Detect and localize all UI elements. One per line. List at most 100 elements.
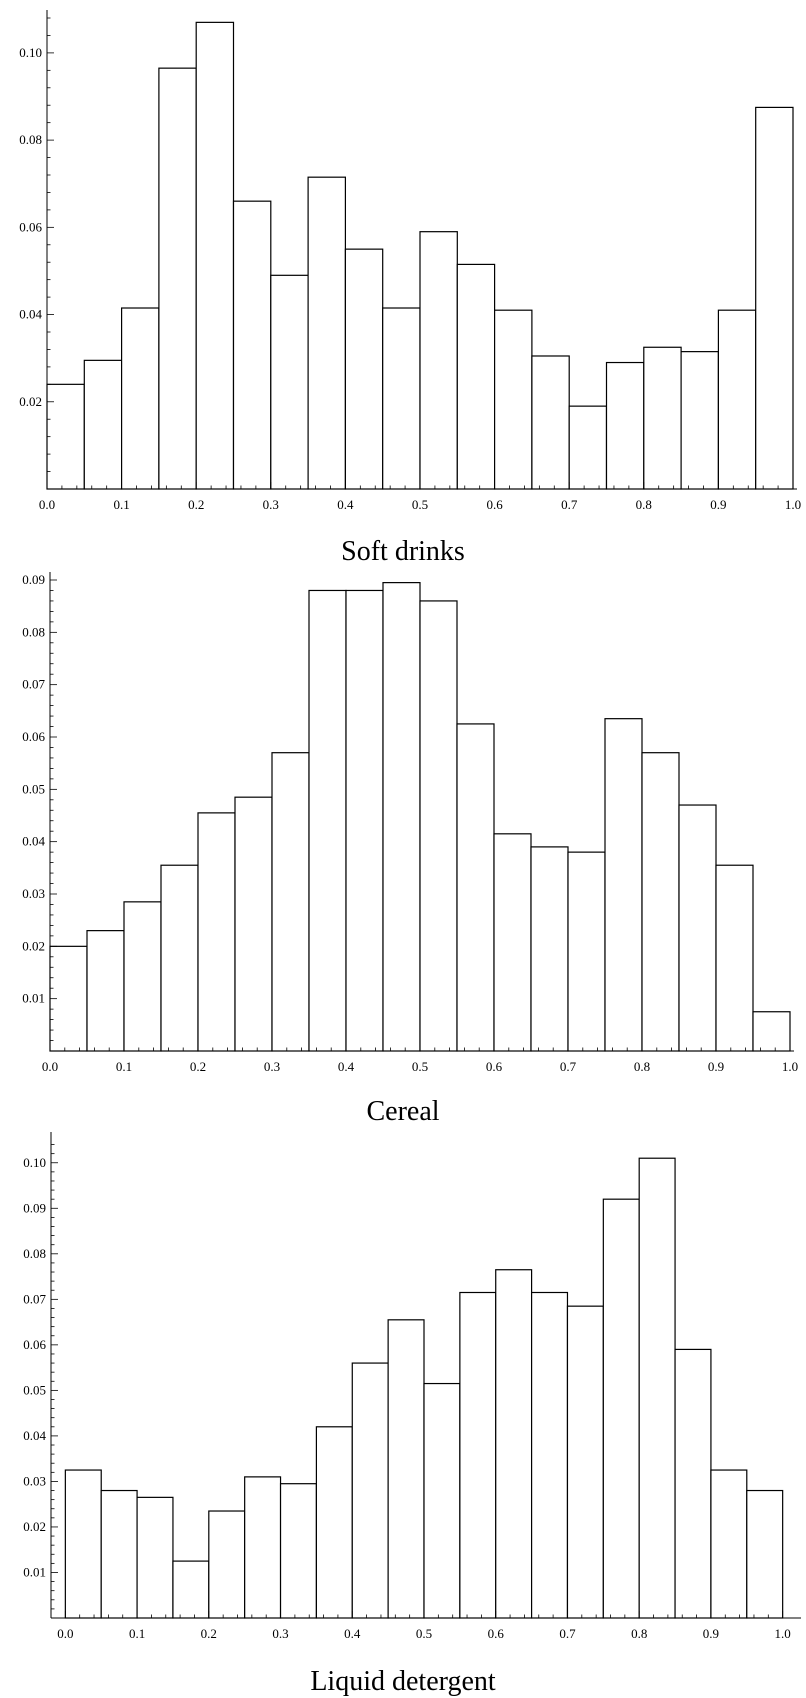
x-tick-label: 0.1	[113, 497, 129, 512]
histogram-bar	[638, 1157, 676, 1619]
y-tick-label: 0.07	[22, 677, 45, 692]
histogram-bar	[715, 864, 754, 1052]
histogram-bar	[641, 752, 680, 1052]
histogram-bar	[197, 812, 236, 1052]
x-tick-label: 0.9	[703, 1626, 719, 1641]
x-tick-label: 0.9	[708, 1059, 724, 1074]
y-tick-label: 0.04	[22, 834, 45, 849]
x-tick-label: 0.9	[710, 497, 726, 512]
histogram-bar	[307, 176, 347, 490]
chart-title: Cereal	[366, 1096, 439, 1127]
y-tick-label: 0.08	[22, 624, 45, 639]
x-tick-label: 0.6	[486, 497, 503, 512]
histogram-bar	[344, 248, 384, 490]
histogram-bar	[567, 851, 606, 1052]
y-tick-label: 0.06	[23, 1337, 46, 1352]
y-tick-label: 0.10	[19, 45, 42, 60]
histogram-bar	[234, 796, 273, 1052]
histogram-bar	[494, 309, 533, 490]
histogram-bar	[605, 361, 645, 490]
x-tick-label: 0.8	[636, 497, 652, 512]
histogram-bar	[493, 833, 532, 1052]
histogram-bar	[423, 1382, 461, 1619]
histogram-bar	[64, 1469, 102, 1619]
histogram-bar	[530, 1291, 569, 1619]
histogram-bar	[279, 1483, 318, 1619]
x-tick-label: 0.2	[188, 497, 204, 512]
histogram-bar	[315, 1426, 353, 1619]
x-tick-label: 0.0	[39, 497, 55, 512]
histogram-bar	[382, 307, 421, 490]
x-tick-label: 0.1	[116, 1059, 132, 1074]
x-tick-label: 0.3	[272, 1626, 288, 1641]
histogram-bar	[643, 346, 682, 490]
histogram-bar	[456, 723, 495, 1052]
histogram-bar	[308, 589, 347, 1052]
histogram-bar	[604, 718, 643, 1052]
histogram-bar	[351, 1362, 389, 1619]
histogram-bar	[100, 1489, 138, 1619]
histogram-bar	[680, 351, 719, 490]
histogram-bar	[270, 274, 309, 490]
y-tick-label: 0.01	[23, 1564, 46, 1579]
x-tick-label: 1.0	[785, 497, 801, 512]
y-tick-label: 0.08	[23, 1246, 46, 1261]
histogram-bar	[717, 309, 757, 490]
x-tick-label: 1.0	[775, 1626, 791, 1641]
histogram-bar	[160, 864, 199, 1052]
y-tick-label: 0.04	[19, 307, 42, 322]
y-tick-label: 0.09	[22, 572, 45, 587]
x-tick-label: 0.4	[344, 1626, 361, 1641]
x-tick-label: 0.7	[561, 497, 578, 512]
histogram-bar	[387, 1319, 425, 1619]
soft-drinks-chart: 0.0 0.1 0.2 0.3 0.4 0.5 0.6 0.7 0.8 0.9 1.0 0.02 0.0…	[19, 10, 801, 567]
chart-title: Soft drinks	[341, 536, 465, 567]
histogram-bar	[530, 846, 569, 1052]
y-tick-label: 0.05	[22, 781, 45, 796]
y-tick-label: 0.08	[19, 132, 42, 147]
histogram-bar	[120, 307, 160, 490]
x-tick-label: 0.8	[634, 1059, 650, 1074]
histogram-bar	[566, 1305, 604, 1619]
x-tick-label: 1.0	[782, 1059, 798, 1074]
histogram-bar	[232, 200, 272, 490]
histogram-bar	[710, 1469, 748, 1619]
histogram-bar	[674, 1348, 712, 1619]
histogram-bar	[495, 1269, 533, 1619]
x-tick-label: 0.2	[201, 1626, 217, 1641]
histogram-bar	[83, 359, 123, 490]
histogram-bar	[752, 1011, 791, 1052]
histogram-bar	[172, 1560, 210, 1619]
x-tick-label: 0.1	[129, 1626, 145, 1641]
y-tick-label: 0.06	[22, 729, 45, 744]
cereal-chart: 0.0 0.1 0.2 0.3 0.4 0.5 0.6 0.7 0.8 0.9 1.0 0.01 0.0…	[22, 572, 798, 1127]
y-tick-label: 0.02	[22, 938, 45, 953]
histogram-bar	[755, 106, 794, 490]
histogram-bar	[746, 1489, 784, 1619]
histogram-bar	[195, 21, 235, 490]
histogram-bar	[208, 1510, 246, 1619]
x-tick-label: 0.0	[42, 1059, 58, 1074]
histogram-bar	[46, 383, 85, 490]
y-tick-label: 0.02	[23, 1519, 46, 1534]
liquid-detergent-chart: 0.0 0.1 0.2 0.3 0.4 0.5 0.6 0.7 0.8 0.9 1.0 0.01 0.0…	[23, 1132, 801, 1697]
histogram-bar	[419, 231, 458, 490]
histogram-bar	[602, 1198, 640, 1619]
histogram-bar	[459, 1291, 497, 1619]
histogram-bar	[456, 263, 496, 490]
x-tick-label: 0.5	[412, 497, 428, 512]
y-tick-label: 0.09	[23, 1200, 46, 1215]
histogram-bar	[158, 67, 197, 490]
x-tick-label: 0.6	[486, 1059, 503, 1074]
x-tick-label: 0.6	[488, 1626, 505, 1641]
y-tick-label: 0.07	[23, 1291, 46, 1306]
histogram-bar	[531, 355, 570, 490]
x-tick-label: 0.3	[264, 1059, 280, 1074]
y-tick-label: 0.01	[22, 991, 45, 1006]
histogram-bar	[419, 600, 458, 1052]
x-tick-label: 0.3	[263, 497, 279, 512]
y-tick-label: 0.10	[23, 1155, 46, 1170]
y-tick-label: 0.02	[19, 394, 42, 409]
y-tick-label: 0.04	[23, 1428, 46, 1443]
